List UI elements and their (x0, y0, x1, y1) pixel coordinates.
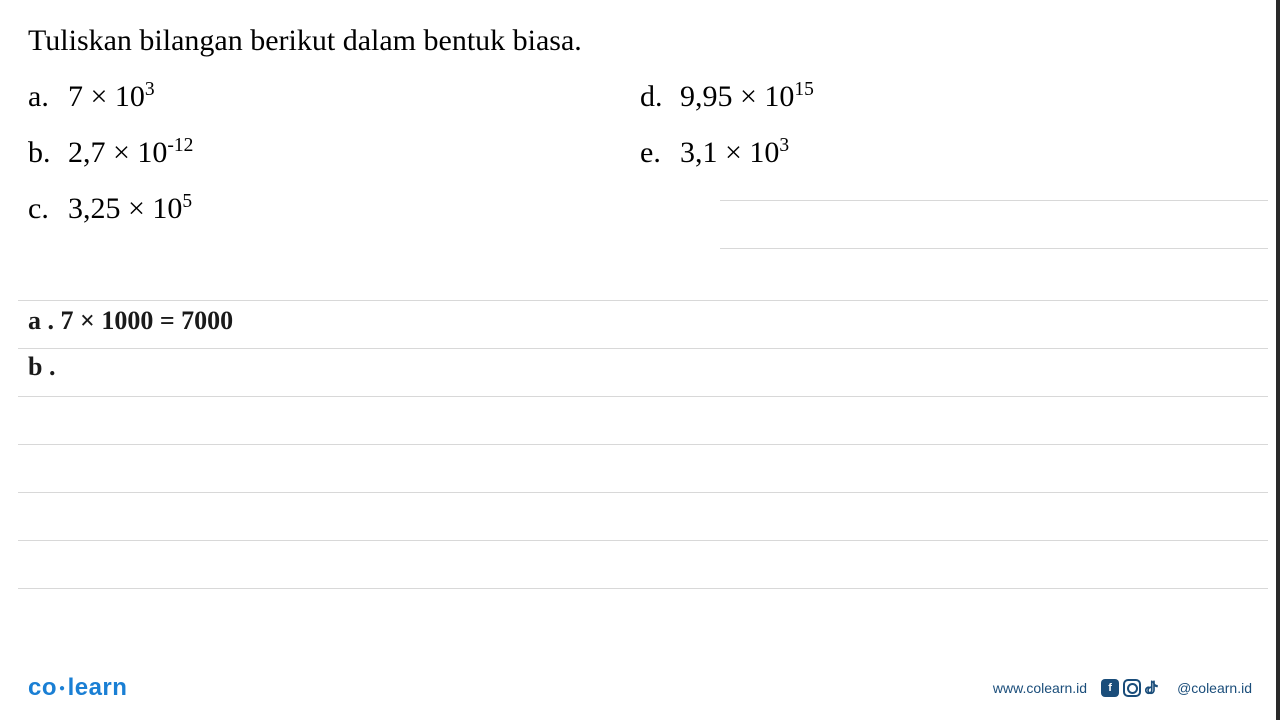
option-d-text: 9,95 × 1015 (680, 80, 814, 114)
option-a-text: 7 × 103 (68, 80, 155, 114)
handwriting-line-a: a . 7 × 1000 = 7000 (28, 306, 233, 336)
option-c-letter: c. (28, 192, 68, 226)
option-e-letter: e. (640, 136, 680, 170)
option-e-text: 3,1 × 103 (680, 136, 789, 170)
option-a: a. 7 × 103 (28, 80, 640, 114)
instagram-icon (1123, 679, 1141, 697)
logo-learn: learn (68, 674, 128, 701)
option-c-text: 3,25 × 105 (68, 192, 192, 226)
handwriting-line-b: b . (28, 352, 55, 382)
tiktok-icon (1145, 679, 1163, 697)
option-c: c. 3,25 × 105 (28, 192, 640, 226)
option-b: b. 2,7 × 10-12 (28, 136, 640, 170)
option-b-letter: b. (28, 136, 68, 170)
facebook-icon: f (1101, 679, 1119, 697)
footer-url: www.colearn.id (993, 680, 1087, 696)
option-b-text: 2,7 × 10-12 (68, 136, 193, 170)
social-icons: f (1101, 679, 1163, 697)
question-title: Tuliskan bilangan berikut dalam bentuk b… (28, 24, 1252, 58)
options-right-column: d. 9,95 × 1015 e. 3,1 × 103 (640, 80, 1252, 248)
logo-co: co (28, 674, 57, 701)
footer: co●learn www.colearn.id f @colearn.id (0, 674, 1280, 702)
option-d-letter: d. (640, 80, 680, 114)
options-left-column: a. 7 × 103 b. 2,7 × 10-12 c. 3,25 × 105 (28, 80, 640, 248)
footer-handle: @colearn.id (1177, 680, 1252, 696)
option-a-letter: a. (28, 80, 68, 114)
right-border-decoration (1276, 0, 1280, 720)
footer-right: www.colearn.id f @colearn.id (993, 679, 1252, 697)
logo: co●learn (28, 674, 127, 702)
option-d: d. 9,95 × 1015 (640, 80, 1252, 114)
options-container: a. 7 × 103 b. 2,7 × 10-12 c. 3,25 × 105 … (28, 80, 1252, 248)
option-e: e. 3,1 × 103 (640, 136, 1252, 170)
